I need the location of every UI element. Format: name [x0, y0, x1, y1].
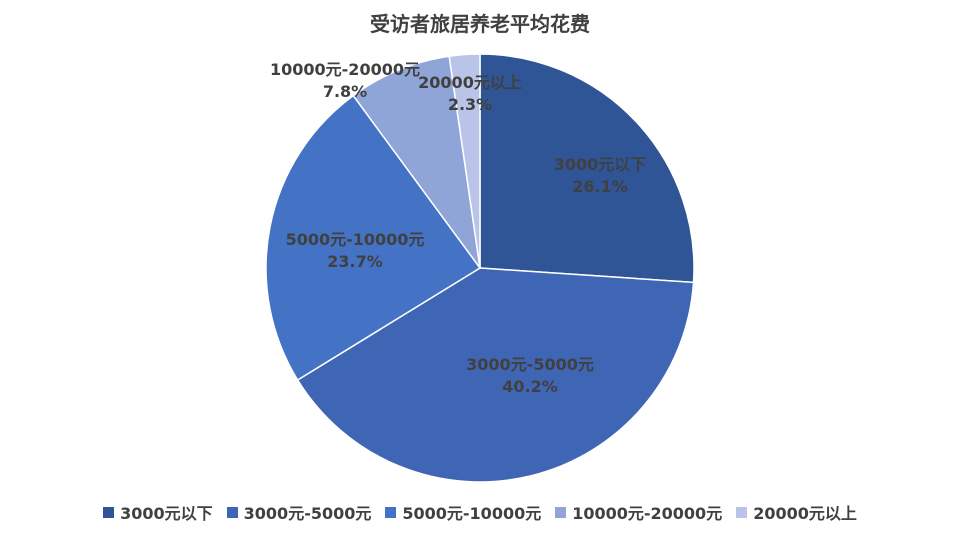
pie-slice: [448, 53, 481, 269]
legend-item: 10000元-20000元: [555, 500, 722, 524]
legend-label: 20000元以上: [753, 504, 857, 523]
data-label-category: 5000元-10000元: [286, 230, 425, 249]
legend-swatch: [103, 506, 115, 518]
chart-title: 受访者旅居养老平均花费: [370, 12, 590, 36]
data-label-category: 10000元-20000元: [270, 60, 420, 79]
legend-swatch: [385, 506, 397, 518]
pie-slice: [265, 94, 482, 382]
legend-swatch: [736, 506, 748, 518]
legend-label: 10000元-20000元: [572, 504, 723, 523]
data-label-value: 23.7%: [327, 252, 383, 271]
legend: 3000元以下 3000元-5000元 5000元-10000元 10000元-200…: [0, 500, 960, 524]
legend-swatch: [555, 506, 567, 518]
data-label-category: 20000元以上: [418, 73, 522, 92]
legend-item: 20000元以上: [736, 500, 857, 524]
legend-label: 5000元-10000元: [402, 504, 542, 523]
data-label-value: 40.2%: [502, 377, 558, 396]
data-label-value: 7.8%: [323, 82, 367, 101]
pie-slice: [352, 55, 481, 269]
data-label-value: 26.1%: [572, 177, 628, 196]
data-label-category: 3000元-5000元: [466, 355, 594, 374]
pie-slice: [479, 53, 695, 284]
legend-label: 3000元以下: [120, 504, 213, 523]
legend-label: 3000元-5000元: [243, 504, 372, 523]
legend-item: 5000元-10000元: [385, 500, 541, 524]
legend-swatch: [226, 506, 238, 518]
data-label-value: 2.3%: [448, 95, 492, 114]
pie-slice: [296, 267, 695, 483]
legend-item: 3000元以下: [103, 500, 213, 524]
data-label-category: 3000元以下: [554, 155, 647, 174]
legend-item: 3000元-5000元: [226, 500, 372, 524]
